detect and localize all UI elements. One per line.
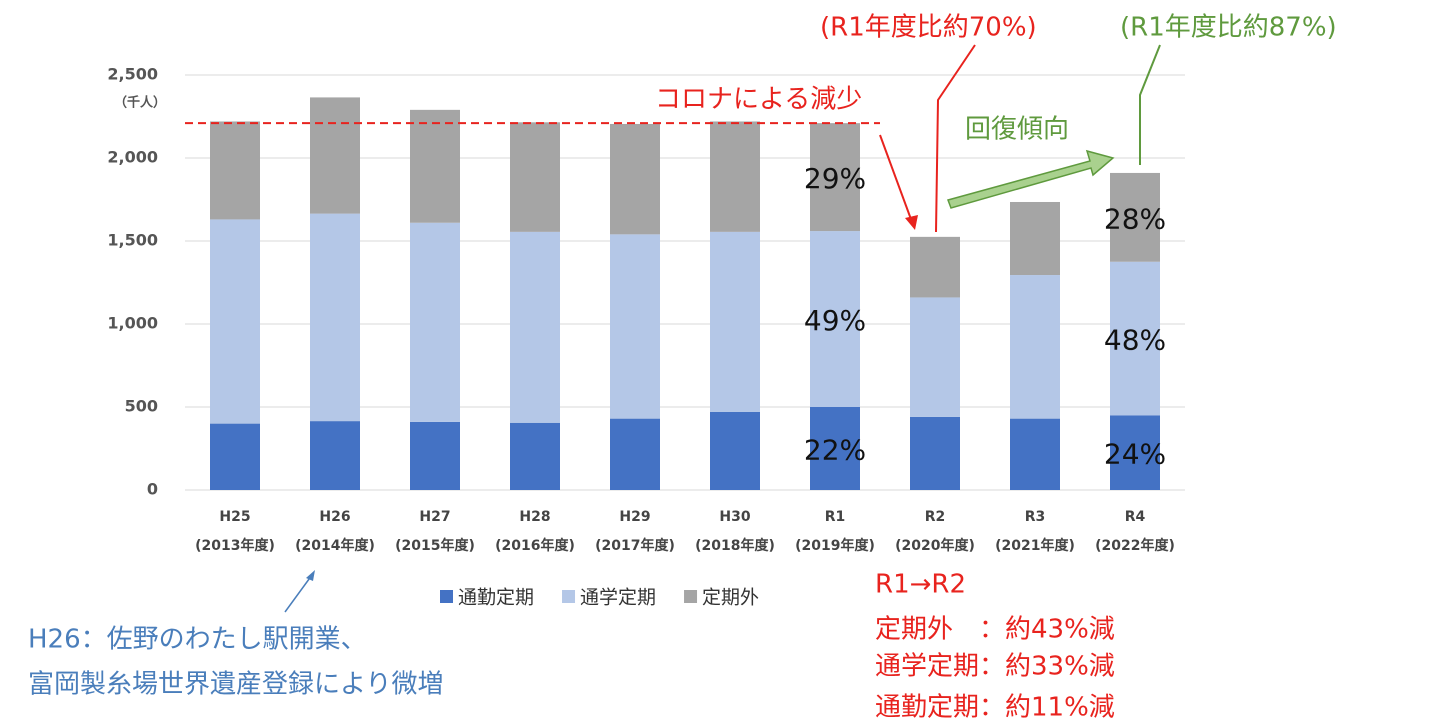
x-tick-label: R3: [1025, 509, 1046, 525]
bar-segment: [1010, 275, 1060, 419]
bar-segment: [710, 231, 760, 412]
annotation: (R1年度比約70%): [820, 13, 1037, 43]
data-label: 48%: [1104, 324, 1166, 357]
note-arrow: [284, 574, 313, 613]
x-tick-label: (2013年度): [195, 537, 275, 554]
annotation: H26：佐野のわたし駅開業、: [28, 625, 367, 655]
x-tick-label: (2018年度): [695, 537, 775, 554]
legend-label: 通学定期: [580, 587, 656, 609]
legend-label: 通勤定期: [458, 587, 534, 609]
bar-segment: [1010, 418, 1060, 490]
recovery-arrow: [947, 149, 1115, 209]
data-label: 49%: [804, 304, 866, 337]
annotation: 通勤定期：約11%減: [875, 693, 1115, 723]
y-axis-label: （千人）: [114, 95, 166, 111]
x-tick-label: (2016年度): [495, 537, 575, 554]
x-tick-label: H29: [619, 509, 650, 525]
bar-segment: [210, 121, 260, 220]
data-label: 22%: [804, 434, 866, 467]
bar-segment: [610, 123, 660, 235]
bar-segment: [510, 122, 560, 232]
bar-segment: [410, 421, 460, 490]
bar-segment: [910, 416, 960, 490]
bar-segment: [1110, 261, 1160, 416]
bar-segment: [910, 236, 960, 298]
bar-segment: [1010, 201, 1060, 276]
data-label: 24%: [1104, 438, 1166, 471]
callout-line: [935, 44, 976, 233]
bar-segment: [310, 421, 360, 490]
y-tick-label: 500: [125, 397, 158, 416]
bar-segment: [810, 231, 860, 407]
bar-segment: [310, 213, 360, 422]
annotation: 富岡製糸場世界遺産登録により微増: [28, 670, 443, 700]
bar-segment: [410, 222, 460, 422]
x-tick-label: (2022年度): [1095, 537, 1175, 554]
data-label: 28%: [1104, 202, 1166, 235]
bar-segment: [810, 123, 860, 232]
bar-segment: [610, 418, 660, 490]
x-tick-label: (2015年度): [395, 537, 475, 554]
bar-segment: [610, 234, 660, 419]
x-tick-label: R2: [925, 509, 946, 525]
bar-segment: [710, 121, 760, 232]
covid-arrow: [879, 134, 913, 223]
x-tick-label: R4: [1125, 509, 1146, 525]
x-tick-label: H27: [419, 509, 450, 525]
bar-segment: [510, 422, 560, 490]
bar-segment: [310, 97, 360, 214]
legend-label: 定期外: [702, 587, 759, 609]
bar-segment: [1110, 172, 1160, 262]
callout-line: [1139, 44, 1161, 165]
bar-segment: [710, 411, 760, 490]
annotation: (R1年度比約87%): [1120, 13, 1337, 43]
x-tick-label: H25: [219, 509, 250, 525]
x-tick-label: (2019年度): [795, 537, 875, 554]
x-tick-label: H30: [719, 509, 750, 525]
bar-segment: [410, 109, 460, 223]
bar-segment: [210, 219, 260, 424]
annotation: R1→R2: [875, 570, 966, 600]
y-tick-label: 2,500: [107, 65, 158, 84]
y-tick-label: 0: [147, 480, 158, 499]
annotation: 定期外 ：約43%減: [875, 615, 1115, 645]
x-tick-label: (2014年度): [295, 537, 375, 554]
y-tick-label: 2,000: [107, 148, 158, 167]
data-label: 29%: [804, 162, 866, 195]
bar-segment: [510, 231, 560, 423]
legend-swatch: [440, 590, 453, 603]
x-tick-label: H26: [319, 509, 350, 525]
plot: 0 500 1,000 1,500 2,000 2,500 H25 (2013年度) H26 (2…: [107, 65, 1185, 609]
annotation: 通学定期：約33%減: [875, 652, 1115, 682]
arrowhead: [905, 215, 918, 230]
x-tick-label: H28: [519, 509, 550, 525]
annotation: 回復傾向: [965, 115, 1069, 145]
y-tick-label: 1,000: [107, 314, 158, 333]
annotation: コロナによる減少: [655, 85, 862, 115]
y-tick-label: 1,500: [107, 231, 158, 250]
x-tick-label: (2021年度): [995, 537, 1075, 554]
bar-segment: [810, 407, 860, 490]
bar-segment: [910, 297, 960, 417]
arrowhead: [306, 570, 315, 581]
bar-segment: [210, 423, 260, 490]
legend-swatch: [684, 590, 698, 603]
x-tick-label: (2020年度): [895, 537, 975, 554]
legend-swatch: [562, 590, 576, 603]
x-tick-label: R1: [825, 509, 846, 525]
x-tick-label: (2017年度): [595, 537, 675, 554]
bar-segment: [1110, 415, 1160, 490]
